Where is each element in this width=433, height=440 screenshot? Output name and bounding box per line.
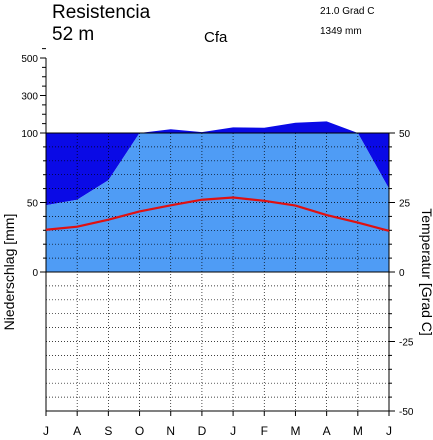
- month-label: J: [386, 424, 392, 438]
- station-name: Resistencia: [52, 2, 151, 23]
- right-tick-label: 50: [399, 129, 411, 140]
- climate-class: Cfa: [204, 29, 228, 46]
- month-label: F: [261, 424, 268, 438]
- left-tick-label: 100: [21, 129, 38, 140]
- precip-excess-area: [46, 121, 389, 206]
- month-label: S: [104, 424, 112, 438]
- month-label: J: [43, 424, 49, 438]
- left-tick-label: 500: [21, 54, 38, 65]
- month-label: A: [323, 424, 331, 438]
- left-tick-label: 300: [21, 92, 38, 103]
- left-tick-label: 50: [27, 199, 39, 210]
- month-label: J: [230, 424, 236, 438]
- month-label: M: [353, 424, 363, 438]
- month-label: A: [73, 424, 81, 438]
- month-label: O: [135, 424, 144, 438]
- right-axis-title: Temperatur [Grad C]: [419, 208, 433, 336]
- right-tick-label: -50: [399, 407, 414, 418]
- left-tick-label: 0: [32, 268, 38, 279]
- station-elevation: 52 m: [52, 24, 94, 45]
- month-label: N: [166, 424, 175, 438]
- right-tick-label: -25: [399, 338, 414, 349]
- annual-precipitation: 1349 mm: [320, 26, 362, 37]
- temperature-line: [45, 196, 390, 232]
- mean-temperature: 21.0 Grad C: [320, 6, 374, 17]
- month-label: D: [198, 424, 207, 438]
- right-tick-label: 25: [399, 199, 411, 210]
- month-label: M: [290, 424, 300, 438]
- right-tick-label: 0: [399, 268, 405, 279]
- left-axis-title: Niederschlag [mm]: [1, 214, 17, 331]
